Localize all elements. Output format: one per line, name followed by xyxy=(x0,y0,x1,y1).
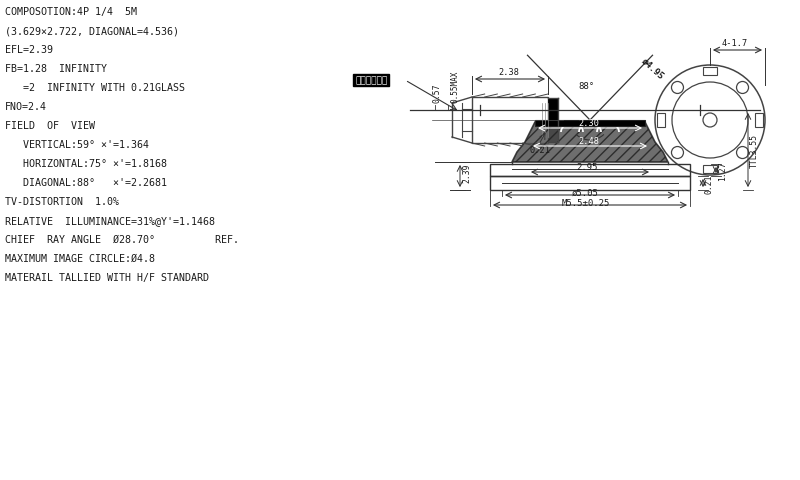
Bar xyxy=(548,99,558,143)
Text: 2.38: 2.38 xyxy=(498,68,519,77)
Text: MAXIMUM IMAGE CIRCLE:Ø4.8: MAXIMUM IMAGE CIRCLE:Ø4.8 xyxy=(5,253,155,264)
Bar xyxy=(657,114,665,128)
Bar xyxy=(755,114,763,128)
Text: 0.21: 0.21 xyxy=(705,174,714,193)
Bar xyxy=(490,165,690,177)
Text: FB=1.28  INFINITY: FB=1.28 INFINITY xyxy=(5,64,107,74)
Text: 88°: 88° xyxy=(578,82,594,91)
Text: ø5.05: ø5.05 xyxy=(572,189,599,198)
Text: ø4.95: ø4.95 xyxy=(640,56,666,81)
Text: 2.48: 2.48 xyxy=(578,137,599,146)
Text: =2  INFINITY WITH 0.21GLASS: =2 INFINITY WITH 0.21GLASS xyxy=(5,83,185,93)
Text: 双镜防水玻璃: 双镜防水玻璃 xyxy=(355,76,387,85)
Bar xyxy=(703,166,717,174)
Text: MATERAIL TALLIED WITH H/F STANDARD: MATERAIL TALLIED WITH H/F STANDARD xyxy=(5,273,209,282)
Text: CHIEF  RAY ANGLE  Ø28.70°          REF.: CHIEF RAY ANGLE Ø28.70° REF. xyxy=(5,235,239,244)
Text: EFL=2.39: EFL=2.39 xyxy=(5,45,53,55)
Text: 2.39: 2.39 xyxy=(462,163,471,182)
Text: 2.95: 2.95 xyxy=(576,163,598,172)
Text: DIAGONAL:88°   ×'=2.2681: DIAGONAL:88° ×'=2.2681 xyxy=(5,178,167,188)
Text: 0.55MAX: 0.55MAX xyxy=(450,71,459,103)
Text: COMPOSOTION:4P 1/4  5M: COMPOSOTION:4P 1/4 5M xyxy=(5,7,137,17)
Text: FIELD  OF  VIEW: FIELD OF VIEW xyxy=(5,121,95,131)
Text: M5.5±0.25: M5.5±0.25 xyxy=(562,199,610,207)
Text: (3.629×2.722, DIAGONAL=4.536): (3.629×2.722, DIAGONAL=4.536) xyxy=(5,26,179,36)
Text: HORIZONTAL:75° ×'=1.8168: HORIZONTAL:75° ×'=1.8168 xyxy=(5,159,167,168)
Text: TTL3.55: TTL3.55 xyxy=(750,133,759,168)
Text: 0.57: 0.57 xyxy=(433,84,442,103)
Bar xyxy=(703,68,717,76)
Text: FNO=2.4: FNO=2.4 xyxy=(5,102,47,112)
Bar xyxy=(472,98,548,144)
Bar xyxy=(535,121,645,127)
Text: TV-DISTORTION  1.0%: TV-DISTORTION 1.0% xyxy=(5,197,119,206)
Text: 4-1.7: 4-1.7 xyxy=(722,39,748,48)
Text: VERTICAL:59° ×'=1.364: VERTICAL:59° ×'=1.364 xyxy=(5,140,149,150)
Bar xyxy=(490,177,690,191)
Text: 0.21: 0.21 xyxy=(530,146,551,155)
Text: RELATIVE  ILLUMINANCE=31%@Y'=1.1468: RELATIVE ILLUMINANCE=31%@Y'=1.1468 xyxy=(5,216,215,226)
Text: 1.27: 1.27 xyxy=(718,161,727,180)
Text: 2.30: 2.30 xyxy=(578,119,599,128)
Polygon shape xyxy=(512,123,668,163)
